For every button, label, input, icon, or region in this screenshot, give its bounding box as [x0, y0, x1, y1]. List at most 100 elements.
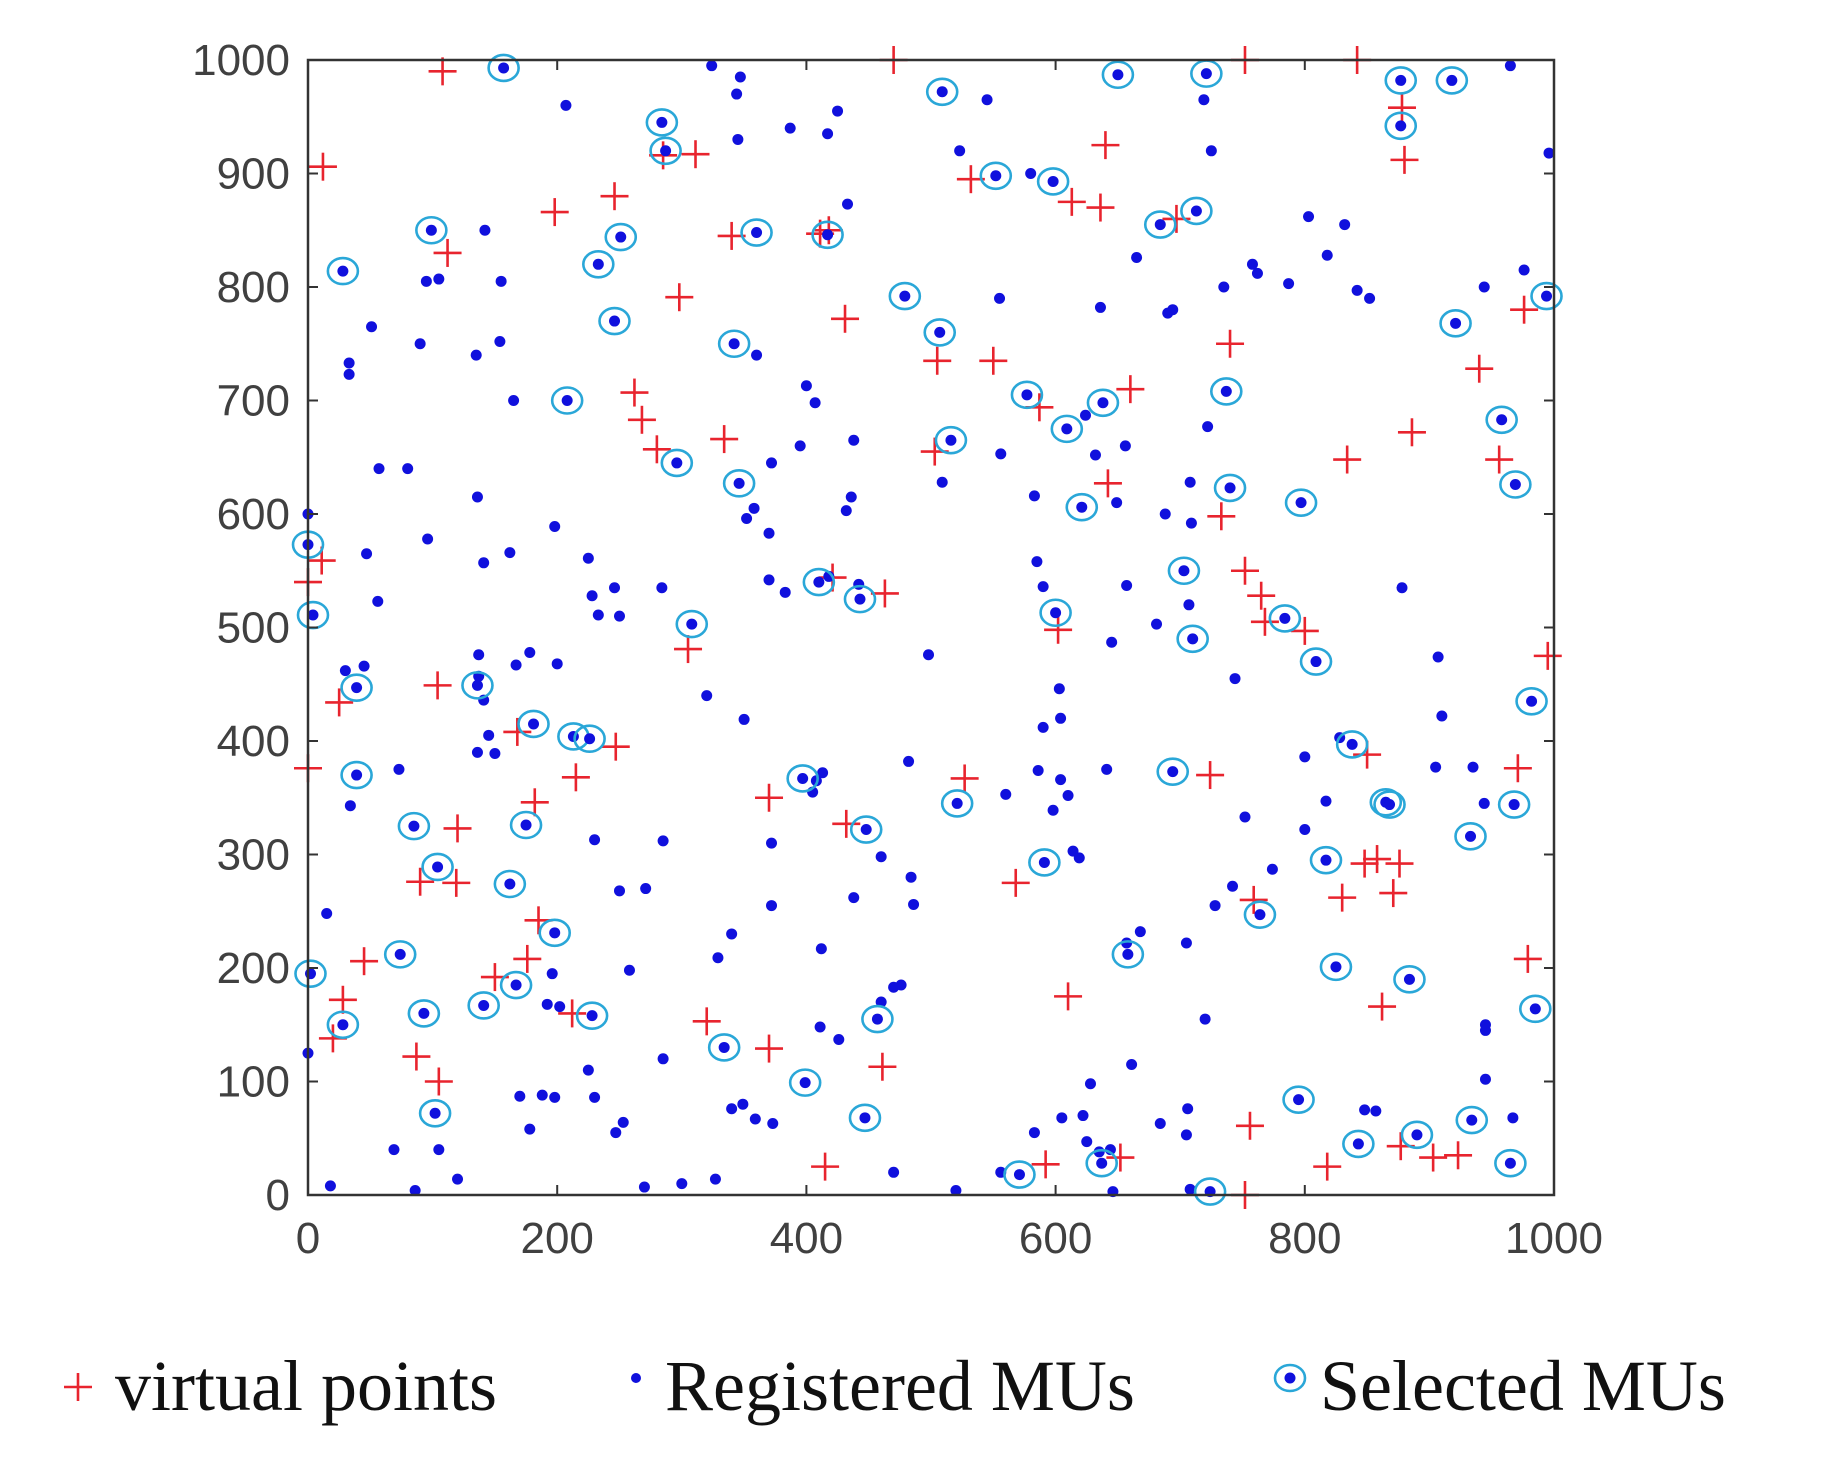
- selected-mu-point: [467, 991, 500, 1020]
- selected-mu-point: [1309, 845, 1343, 875]
- virtual-point: [923, 346, 952, 375]
- registered-mu-point: [905, 871, 917, 883]
- virtual-point: [350, 947, 379, 976]
- selected-mu-point: [1393, 965, 1426, 994]
- registered-mu-point: [766, 837, 778, 849]
- registered-mu-point: [1180, 937, 1192, 949]
- registered-mu-point: [1047, 804, 1059, 816]
- registered-mu-point: [510, 659, 522, 671]
- registered-mu-point: [1239, 811, 1251, 823]
- selected-mu-point: [1101, 60, 1135, 90]
- x-tick-label: 600: [1019, 1214, 1092, 1263]
- virtual-point: [402, 1042, 431, 1071]
- virtual-point: [642, 435, 671, 464]
- virtual-point: [1116, 375, 1145, 404]
- selected-mu-point: [326, 1010, 360, 1040]
- virtual-point: [423, 671, 452, 700]
- registered-mu-point: [1032, 765, 1044, 777]
- virtual-point: [601, 732, 630, 761]
- registered-mu-point: [1507, 1112, 1519, 1124]
- selected-mu-point: [1284, 488, 1318, 517]
- registered-mu-point: [784, 122, 796, 134]
- registered-mu-point: [1364, 292, 1376, 304]
- virtual-point: [665, 283, 694, 312]
- selected-mu-point: [421, 852, 454, 882]
- registered-mu-point: [339, 665, 351, 677]
- virtual-point: [1390, 145, 1419, 174]
- registered-mu-point: [586, 590, 598, 602]
- registered-mu-point: [589, 1091, 601, 1103]
- registered-mu-point: [344, 800, 356, 812]
- registered-mu-point: [903, 755, 915, 767]
- x-tick-label: 400: [770, 1214, 843, 1263]
- registered-mu-point: [1205, 145, 1217, 157]
- selected-mu-point: [1519, 994, 1552, 1024]
- registered-mu-point: [470, 349, 482, 361]
- virtual-point: [1235, 1111, 1264, 1140]
- registered-mu-point: [875, 851, 887, 863]
- registered-mu-point: [1479, 1073, 1491, 1085]
- registered-mu-point: [393, 763, 405, 775]
- virtual-point: [1044, 615, 1073, 644]
- y-tick-label: 100: [217, 1058, 290, 1107]
- registered-mu-point: [1299, 751, 1311, 763]
- plot-area: [308, 60, 1554, 1195]
- selected-mu-point: [573, 724, 606, 754]
- registered-mu-point: [343, 357, 355, 369]
- virtual-point: [424, 1067, 453, 1096]
- selected-mu-point: [786, 764, 819, 793]
- selected-mu-point: [326, 256, 360, 286]
- virtual-point: [442, 868, 471, 897]
- registered-mu-point: [1396, 582, 1408, 594]
- registered-mu-point: [617, 1116, 629, 1128]
- registered-mu-point: [848, 892, 860, 904]
- registered-mu-point: [1025, 168, 1037, 179]
- registered-mu-point: [1504, 60, 1516, 72]
- selected-mu-point: [1485, 405, 1518, 435]
- registered-mu-point: [514, 1090, 526, 1102]
- virtual-point: [755, 1034, 784, 1063]
- registered-mu-point: [712, 952, 724, 964]
- registered-mu-point: [731, 88, 743, 100]
- registered-mu-point: [1154, 1117, 1166, 1129]
- virtual-point: [1419, 1143, 1448, 1172]
- selected-mu-point: [1050, 414, 1084, 444]
- registered-mu-point: [504, 547, 516, 559]
- selected-mu-point: [802, 567, 836, 597]
- registered-mu-point: [388, 1144, 400, 1156]
- registered-mu-point: [1106, 636, 1118, 648]
- registered-mu-point: [1073, 852, 1085, 864]
- registered-mu-point: [609, 582, 621, 594]
- y-tick-label: 1000: [192, 36, 290, 85]
- registered-mu-point: [657, 835, 669, 847]
- registered-mu-point: [726, 1103, 738, 1115]
- registered-mu-point: [321, 908, 333, 920]
- registered-mu-point: [1359, 1104, 1371, 1116]
- registered-mu-point: [1055, 712, 1067, 724]
- selected-mu-point: [418, 1098, 452, 1128]
- selected-mu-point: [538, 918, 572, 948]
- registered-mu-point: [551, 658, 563, 670]
- virtual-point: [1465, 354, 1494, 383]
- registered-mu-point: [1053, 683, 1065, 695]
- registered-mu-point: [1101, 763, 1113, 775]
- virtual-point: [308, 152, 337, 181]
- selected-mu-point: [1143, 210, 1177, 239]
- registered-mu-point: [981, 94, 993, 106]
- registered-mu-point: [471, 746, 483, 758]
- virtual-point: [1333, 445, 1362, 474]
- selected-mu-point: [649, 136, 682, 166]
- legend-plus-mark: [64, 1373, 92, 1401]
- registered-mu-point: [1111, 497, 1123, 509]
- marks-layer: [291, 46, 1563, 1209]
- registered-mu-point: [1283, 278, 1295, 290]
- virtual-point: [1001, 868, 1030, 897]
- selected-mu-point: [1028, 848, 1061, 877]
- selected-mu-point: [1497, 790, 1531, 819]
- registered-mu-point: [1198, 94, 1210, 106]
- x-tick-label: 0: [296, 1214, 320, 1263]
- registered-mu-point: [657, 1053, 669, 1065]
- registered-mu-point: [726, 928, 738, 940]
- registered-mu-point: [1478, 281, 1490, 293]
- registered-mu-point: [495, 275, 507, 287]
